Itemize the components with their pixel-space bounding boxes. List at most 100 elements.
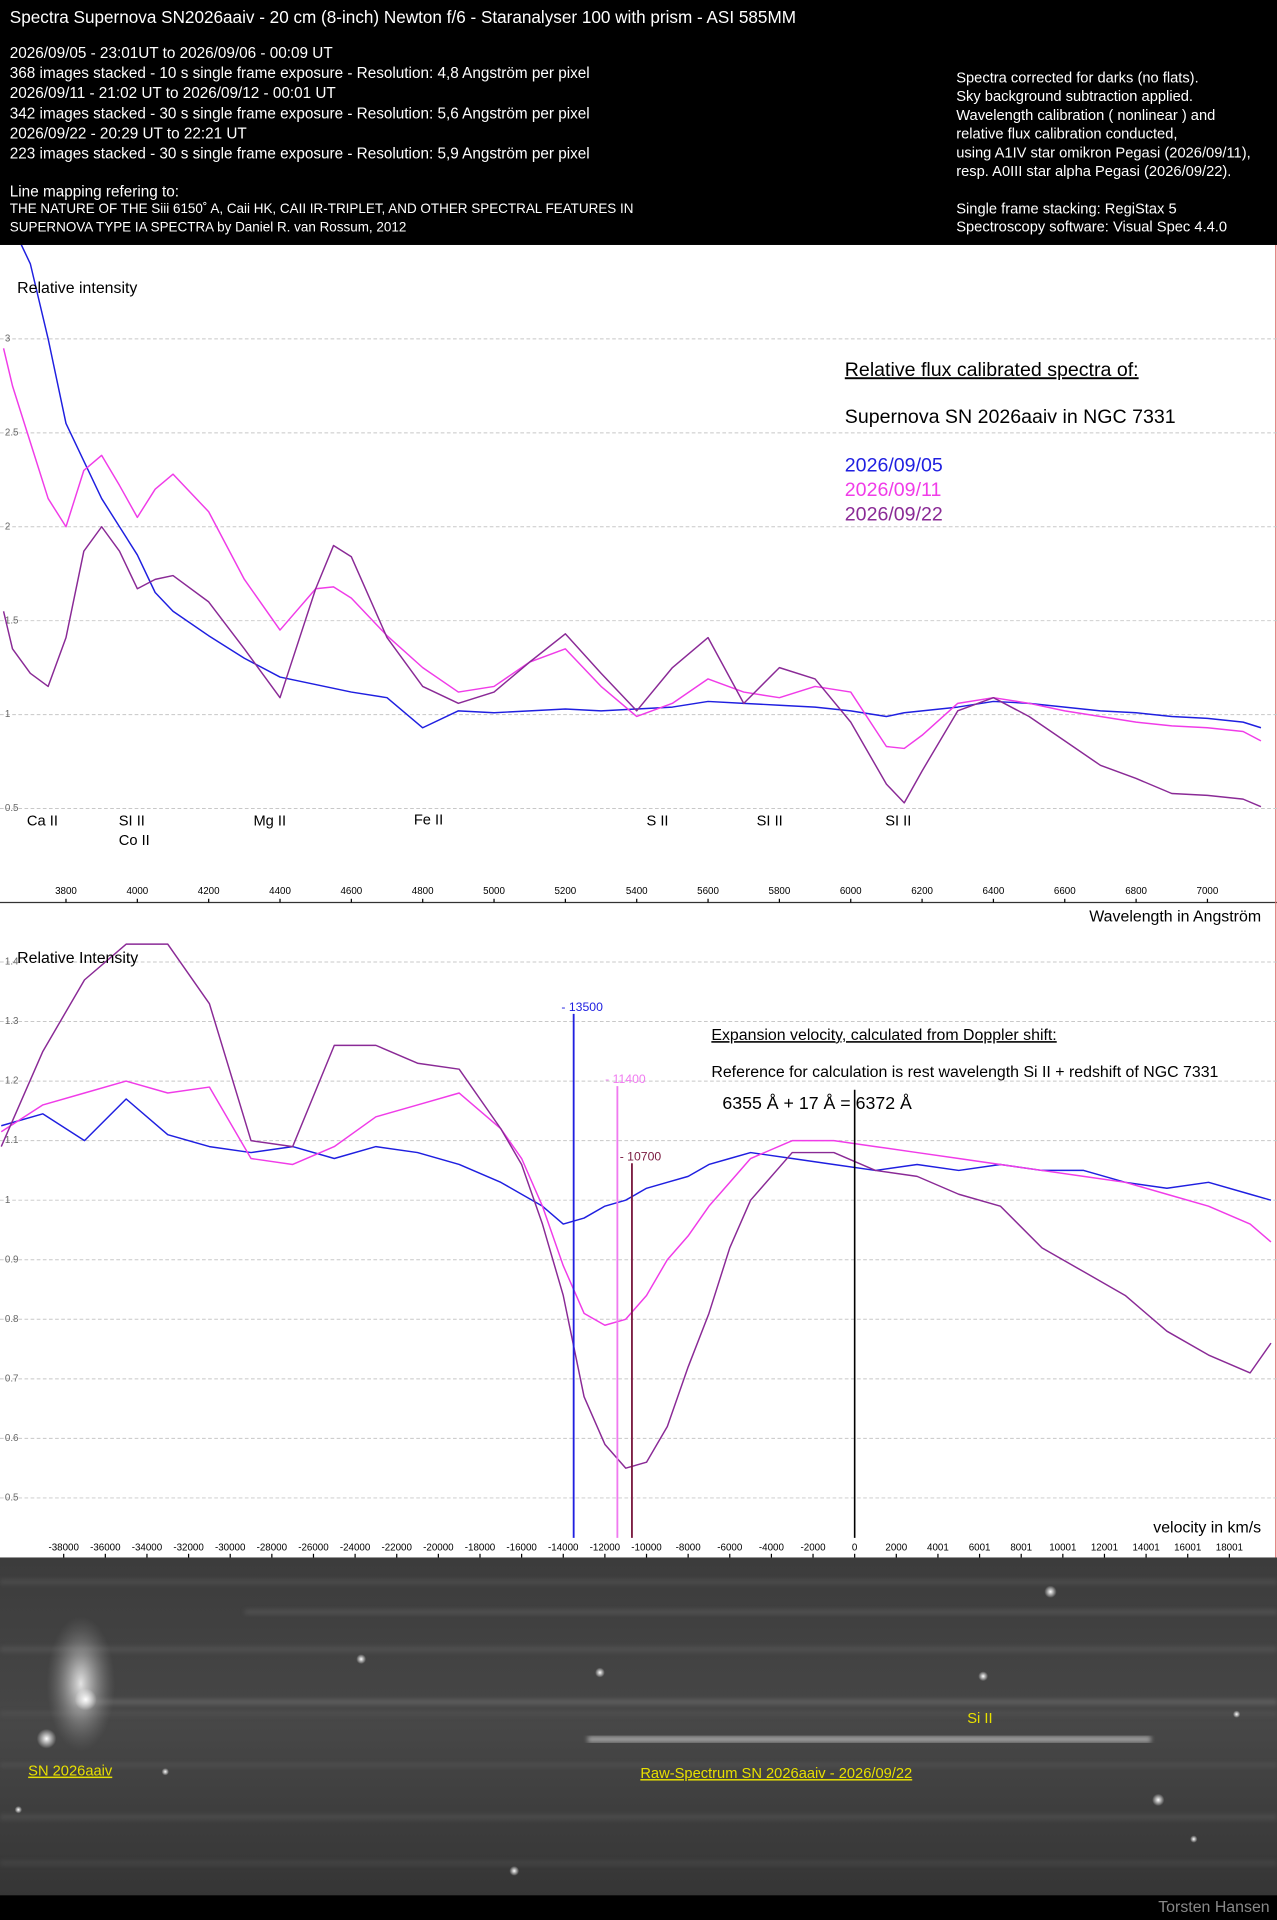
supernova xyxy=(36,1728,57,1749)
y-tick-label: 2.5 xyxy=(5,427,19,438)
x-tick-label: 5800 xyxy=(769,886,791,897)
line-annotation: Ca II xyxy=(27,814,58,830)
observation-line: 2026/09/11 - 21:02 UT to 2026/09/12 - 00… xyxy=(10,85,336,102)
observation-line: 223 images stacked - 30 s single frame e… xyxy=(10,145,590,162)
line-annotation: Fe II xyxy=(414,812,443,828)
streak xyxy=(0,1579,1277,1585)
x-tick-label: -18000 xyxy=(465,1542,496,1553)
star xyxy=(509,1866,520,1876)
line-mapping-title: Line mapping refering to: xyxy=(10,183,179,200)
processing-note: using A1IV star omikron Pegasi (2026/09/… xyxy=(956,145,1250,161)
x-tick-label: 6400 xyxy=(983,886,1005,897)
star xyxy=(161,1768,169,1776)
star xyxy=(978,1671,989,1682)
photo-label: Si II xyxy=(967,1711,992,1727)
y-tick-label: 0.6 xyxy=(5,1433,19,1444)
x-tick-label: -28000 xyxy=(257,1542,288,1553)
processing-note: Spectra corrected for darks (no flats). xyxy=(956,70,1198,86)
galaxy-core xyxy=(46,1616,116,1751)
x-tick-label: 7000 xyxy=(1197,886,1219,897)
x-tick-label: 16001 xyxy=(1174,1542,1201,1553)
line-annotation: SI II xyxy=(885,814,911,830)
software-note: Spectroscopy software: Visual Spec 4.4.0 xyxy=(956,220,1227,236)
x-tick-label: -30000 xyxy=(215,1542,246,1553)
chart: 0.5 1 1.5 2 2.5 3 3800 4000 4200 4400 4600 4800 5000… xyxy=(0,244,1277,925)
line-annotation: SI II xyxy=(119,814,145,830)
y-tick-label: 1.5 xyxy=(5,615,19,626)
x-tick-label: -6000 xyxy=(717,1542,743,1553)
x-axis-label: Wavelength in Angström xyxy=(1089,908,1261,925)
y-tick-label: 1.4 xyxy=(5,957,19,968)
x-tick-label: 4001 xyxy=(927,1542,949,1553)
observation-line: 2026/09/22 - 20:29 UT to 22:21 UT xyxy=(10,125,247,142)
y-tick-label: 1 xyxy=(5,709,10,720)
streak xyxy=(0,1763,1277,1767)
x-tick-label: -24000 xyxy=(340,1542,371,1553)
line-annotation: Mg II xyxy=(253,814,286,830)
streak xyxy=(0,1814,1277,1820)
spectrum-line xyxy=(2,526,1262,808)
observation-line: 368 images stacked - 10 s single frame e… xyxy=(10,65,590,82)
plot-area xyxy=(2,244,1262,808)
x-tick-label: -22000 xyxy=(381,1542,412,1553)
streak xyxy=(0,1861,1277,1865)
photo-label: Raw-Spectrum SN 2026aaiv - 2026/09/22 xyxy=(640,1766,912,1782)
footer-bg xyxy=(0,1895,1277,1920)
y-axis-label: Relative Intensity xyxy=(17,950,138,967)
chart-subtitle: Supernova SN 2026aaiv in NGC 7331 xyxy=(845,406,1176,428)
x-tick-label: -12000 xyxy=(590,1542,621,1553)
streak xyxy=(0,1646,1277,1652)
velocity-marker-label: - 13500 xyxy=(561,1000,603,1014)
line-annotation: S II xyxy=(646,814,668,830)
y-tick-label: 3 xyxy=(5,333,11,344)
line-mapping-ref: SUPERNOVA TYPE IA SPECTRA by Daniel R. v… xyxy=(10,219,407,234)
x-tick-label: 14001 xyxy=(1132,1542,1159,1553)
velocity-marker-label: - 10700 xyxy=(620,1149,662,1163)
star xyxy=(356,1654,367,1665)
streak xyxy=(0,1711,1277,1716)
x-tick-label: -4000 xyxy=(759,1542,785,1553)
chart-note: Expansion velocity, calculated from Dopp… xyxy=(711,1027,1056,1044)
y-tick-label: 2 xyxy=(5,521,10,532)
x-tick-label: -26000 xyxy=(298,1542,329,1553)
galaxy-nucleus xyxy=(74,1688,97,1711)
x-tick-label: 5200 xyxy=(554,886,576,897)
x-tick-label: 4600 xyxy=(340,886,362,897)
x-tick-label: 8001 xyxy=(1010,1542,1032,1553)
x-tick-label: 2000 xyxy=(885,1542,907,1553)
observation-line: 2026/09/05 - 23:01UT to 2026/09/06 - 00:… xyxy=(10,45,333,62)
streak xyxy=(73,1699,1277,1705)
line-annotation: SI II xyxy=(757,814,783,830)
y-tick-label: 0.5 xyxy=(5,1493,19,1504)
line-annotation: Co II xyxy=(119,833,150,849)
x-tick-label: 6200 xyxy=(911,886,933,897)
x-tick-label: 10001 xyxy=(1049,1542,1076,1553)
panel-bg xyxy=(0,244,1277,903)
legend-entry: 2026/09/05 xyxy=(845,455,943,477)
y-tick-label: 0.7 xyxy=(5,1373,19,1384)
y-tick-label: 1 xyxy=(5,1195,10,1206)
processing-note: resp. A0III star alpha Pegasi (2026/09/2… xyxy=(956,164,1231,180)
x-tick-label: -36000 xyxy=(90,1542,121,1553)
x-tick-label: -8000 xyxy=(676,1542,702,1553)
y-tick-label: 0.9 xyxy=(5,1254,19,1265)
x-tick-label: -16000 xyxy=(506,1542,537,1553)
x-tick-label: 3800 xyxy=(55,886,77,897)
star xyxy=(1232,1710,1241,1718)
star xyxy=(595,1667,605,1678)
x-tick-label: 0 xyxy=(852,1542,858,1553)
processing-note: relative flux calibration conducted, xyxy=(956,127,1177,143)
streak xyxy=(244,1610,1277,1614)
star xyxy=(14,1806,23,1814)
raw-spectrum-photo: SN 2026aaiv Raw-Spectrum SN 2026aaiv - 2… xyxy=(0,1557,1277,1896)
x-tick-label: 5600 xyxy=(697,886,719,897)
velocity-marker-label: - 11400 xyxy=(605,1072,646,1086)
star xyxy=(1044,1585,1057,1598)
chart: 0.5 0.6 0.7 0.8 0.9 1 1.1 1.2 1.3 1.4 -38000 -36000… xyxy=(0,943,1277,1558)
legend-entry: 2026/09/22 xyxy=(845,504,943,526)
x-tick-label: 4200 xyxy=(198,886,220,897)
x-tick-label: 12001 xyxy=(1091,1542,1118,1553)
x-tick-label: 18001 xyxy=(1216,1542,1243,1553)
x-tick-label: 4400 xyxy=(269,886,291,897)
